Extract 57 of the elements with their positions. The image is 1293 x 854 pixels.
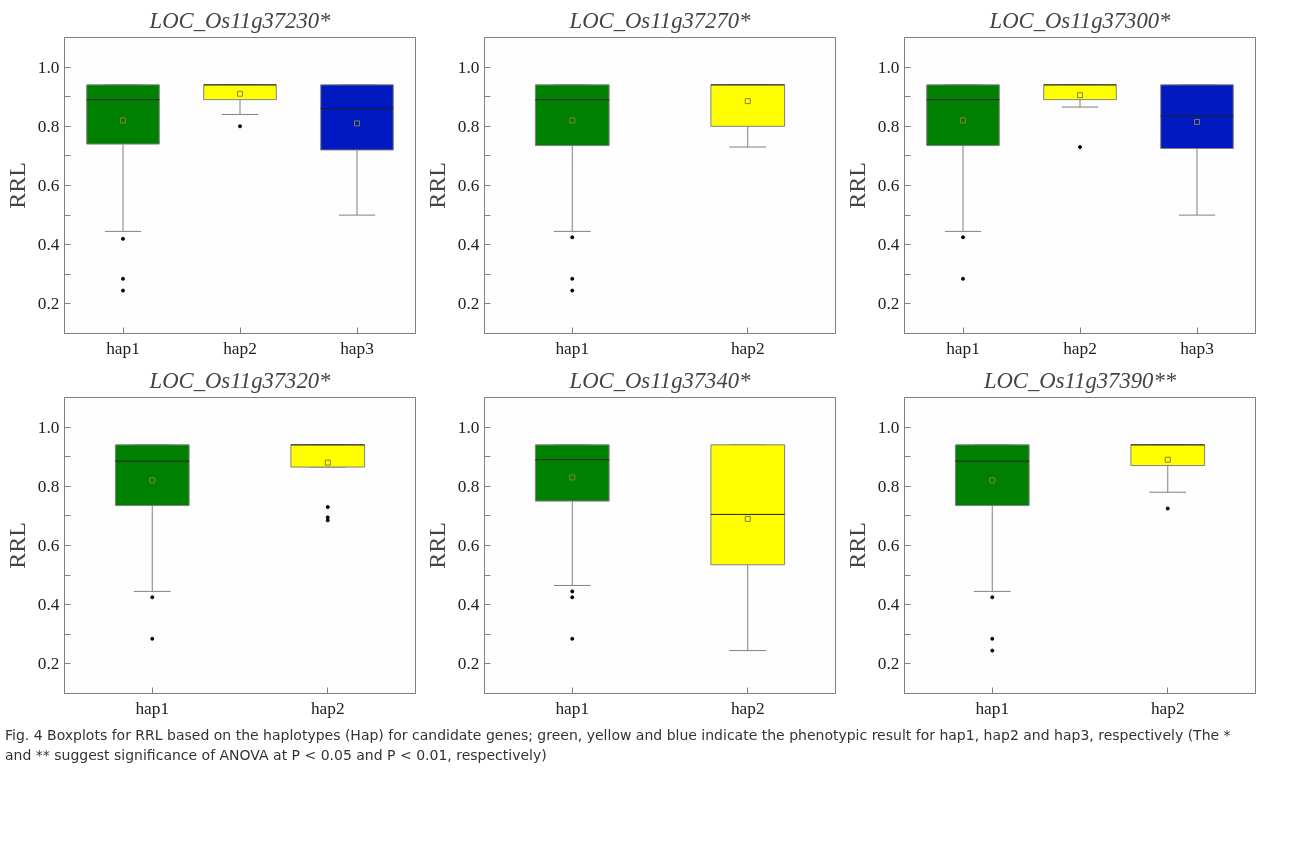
y-tick-label: 0.2 bbox=[877, 654, 900, 674]
chart-title: LOC_Os11g37270* bbox=[568, 7, 752, 33]
chart-title: LOC_Os11g37300* bbox=[988, 7, 1172, 33]
x-tick-label: hap2 bbox=[1063, 338, 1097, 358]
y-tick-label: 0.6 bbox=[457, 536, 480, 555]
y-tick-label: 1.0 bbox=[877, 417, 900, 437]
y-tick-label: 0.2 bbox=[877, 294, 900, 314]
x-tick-label: hap1 bbox=[975, 698, 1010, 718]
y-axis-title: RRL bbox=[423, 162, 450, 209]
y-tick-label: 0.8 bbox=[457, 116, 480, 136]
y-axis-title: RRL bbox=[423, 522, 450, 569]
y-tick-label: 1.0 bbox=[457, 417, 480, 437]
chart-title: LOC_Os11g37390** bbox=[982, 367, 1177, 393]
x-tick-label: hap1 bbox=[135, 698, 170, 718]
x-tick-label: hap3 bbox=[1180, 338, 1214, 358]
y-tick-label: 0.4 bbox=[877, 595, 900, 615]
x-tick-label: hap1 bbox=[555, 698, 590, 718]
y-tick-label: 0.4 bbox=[457, 235, 480, 255]
y-tick-label: 0.6 bbox=[37, 536, 60, 555]
x-tick-label: hap2 bbox=[310, 698, 345, 718]
y-tick-label: 1.0 bbox=[37, 417, 60, 437]
x-tick-label: hap3 bbox=[340, 338, 374, 358]
x-tick-label: hap1 bbox=[946, 338, 980, 358]
chart-title: LOC_Os11g37320* bbox=[148, 367, 332, 393]
y-tick-label: 0.2 bbox=[457, 294, 480, 314]
x-tick-label: hap2 bbox=[223, 338, 257, 358]
y-tick-label: 0.2 bbox=[457, 654, 480, 674]
y-tick-label: 0.6 bbox=[457, 176, 480, 195]
y-axis-title: RRL bbox=[3, 522, 30, 569]
y-tick-label: 0.8 bbox=[37, 476, 60, 496]
y-tick-label: 1.0 bbox=[457, 57, 480, 77]
x-tick-label: hap2 bbox=[730, 698, 765, 718]
y-tick-label: 0.4 bbox=[877, 235, 900, 255]
x-tick-label: hap1 bbox=[555, 338, 590, 358]
y-tick-label: 0.6 bbox=[877, 536, 900, 555]
y-axis-title: RRL bbox=[843, 522, 870, 569]
y-tick-label: 1.0 bbox=[37, 57, 60, 77]
y-tick-label: 0.6 bbox=[37, 176, 60, 195]
x-tick-label: hap2 bbox=[1150, 698, 1185, 718]
x-tick-label: hap2 bbox=[730, 338, 765, 358]
chart-title: LOC_Os11g37230* bbox=[148, 7, 332, 33]
caption: Fig. 4 Boxplots for RRL based on the haplotypes (Hap) for candidate genes; green, yellow and blue indicate the phenotypic result for hap1, hap2 and hap3, respectively (The * and ** suggest significance of ANOVA at P < 0.05 and P < 0.01, respectively) bbox=[5, 726, 1232, 765]
y-tick-label: 0.8 bbox=[877, 116, 900, 136]
y-tick-label: 0.8 bbox=[457, 476, 480, 496]
y-tick-label: 0.4 bbox=[457, 595, 480, 615]
y-tick-label: 0.4 bbox=[37, 595, 60, 615]
y-tick-label: 0.4 bbox=[37, 235, 60, 255]
chart-title: LOC_Os11g37340* bbox=[568, 367, 752, 393]
y-tick-label: 1.0 bbox=[877, 57, 900, 77]
y-axis-title: RRL bbox=[843, 162, 870, 209]
y-tick-label: 0.6 bbox=[877, 176, 900, 195]
y-tick-label: 0.2 bbox=[37, 654, 60, 674]
y-tick-label: 0.2 bbox=[37, 294, 60, 314]
y-axis-title: RRL bbox=[3, 162, 30, 209]
y-tick-label: 0.8 bbox=[877, 476, 900, 496]
y-tick-label: 0.8 bbox=[37, 116, 60, 136]
x-tick-label: hap1 bbox=[106, 338, 140, 358]
